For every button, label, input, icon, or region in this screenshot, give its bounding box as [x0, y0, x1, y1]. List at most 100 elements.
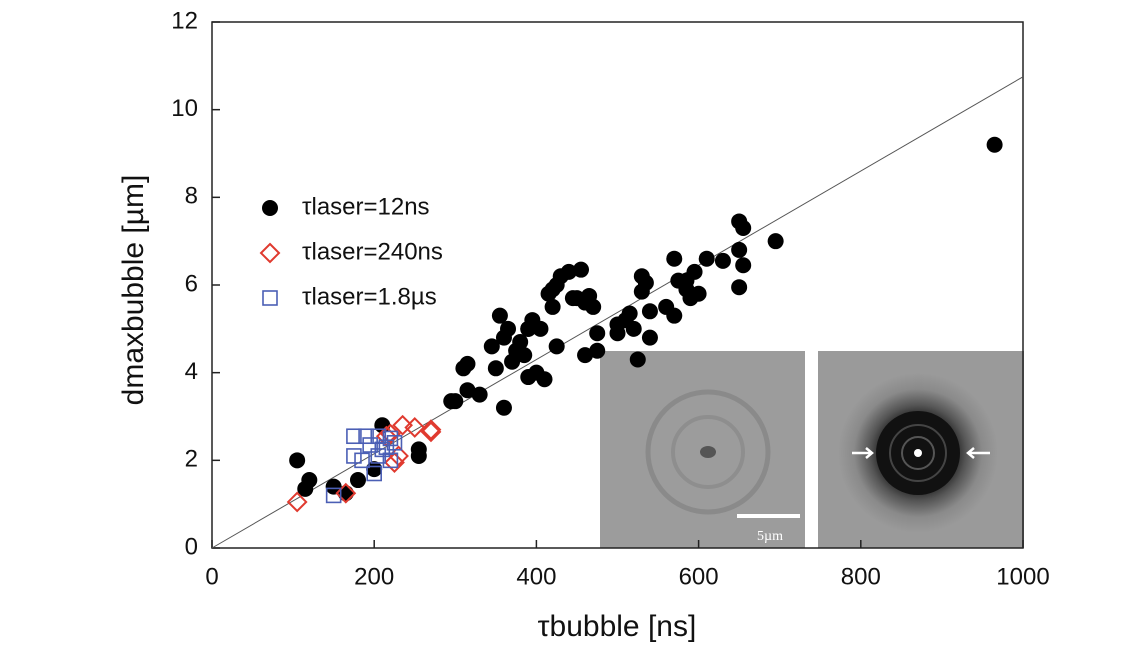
point	[560, 263, 577, 280]
x-tick-label: 0	[205, 563, 218, 590]
point	[767, 233, 784, 250]
point	[735, 257, 752, 274]
legend-label: τlaser=240ns	[302, 238, 443, 265]
point	[420, 421, 442, 443]
point	[325, 487, 342, 504]
point	[666, 250, 683, 267]
y-tick-label: 12	[171, 7, 198, 34]
point	[589, 325, 606, 342]
point	[573, 261, 590, 278]
point	[483, 338, 500, 355]
point	[362, 437, 378, 453]
point	[366, 465, 383, 482]
bubble-ring	[901, 436, 935, 470]
point	[289, 452, 306, 469]
x-tick-label: 400	[516, 563, 556, 590]
point	[544, 298, 561, 315]
point	[459, 355, 476, 372]
point	[731, 279, 748, 296]
x-tick-label: 600	[679, 563, 719, 590]
legend-marker	[259, 242, 281, 264]
point	[447, 393, 464, 410]
point	[346, 448, 362, 464]
point	[384, 452, 405, 473]
point	[370, 428, 387, 445]
point	[577, 347, 594, 364]
point	[491, 307, 508, 324]
y-tick-label: 10	[171, 95, 198, 122]
point	[678, 272, 695, 289]
point	[637, 274, 654, 291]
point	[666, 307, 683, 324]
point	[335, 482, 357, 504]
arrow	[852, 447, 874, 459]
inset-ring	[645, 389, 771, 515]
legend-marker	[262, 200, 278, 216]
x-tick-label: 200	[354, 563, 394, 590]
point	[735, 220, 752, 237]
point	[500, 320, 517, 337]
point	[404, 417, 426, 438]
fit-line	[211, 76, 1024, 549]
point	[346, 428, 362, 445]
point	[301, 472, 318, 489]
point	[577, 294, 594, 311]
point	[392, 414, 413, 436]
legend-marker	[262, 290, 278, 306]
point	[386, 434, 403, 451]
point	[621, 305, 638, 322]
point	[366, 461, 383, 478]
point	[516, 347, 533, 364]
point	[382, 430, 399, 447]
y-tick-label: 0	[185, 533, 198, 560]
point	[641, 329, 658, 346]
point	[548, 338, 565, 355]
point	[378, 439, 395, 455]
point	[325, 478, 342, 495]
point	[459, 382, 476, 399]
point	[532, 320, 549, 337]
point	[358, 428, 374, 445]
point	[520, 320, 537, 337]
point	[495, 399, 512, 416]
x-tick-label: 1000	[996, 563, 1049, 590]
point	[629, 351, 646, 368]
bubble-center	[914, 449, 922, 457]
point	[471, 386, 488, 403]
x-axis-label: τbubble [ns]	[538, 610, 697, 643]
point	[410, 441, 427, 458]
point	[641, 303, 658, 320]
point	[536, 371, 553, 388]
inset-spot	[700, 446, 716, 458]
point	[714, 252, 731, 269]
y-tick-label: 2	[185, 446, 198, 473]
y-tick-label: 6	[185, 270, 198, 297]
legend-label: τlaser=12ns	[302, 193, 430, 220]
arrow	[966, 447, 990, 459]
y-tick-label: 4	[185, 358, 198, 385]
point	[690, 285, 707, 302]
y-tick-label: 8	[185, 183, 198, 210]
bubble-ring	[889, 424, 947, 482]
point	[625, 320, 642, 337]
point	[354, 452, 370, 469]
inset-images: 5µm	[600, 351, 1024, 548]
point	[420, 419, 442, 441]
inset-ring	[671, 415, 745, 489]
point	[731, 241, 748, 258]
point	[349, 472, 366, 489]
point	[609, 316, 626, 333]
point	[698, 250, 715, 267]
point	[512, 333, 529, 350]
point	[286, 491, 308, 513]
y-axis-label: dmaxbubble [µm]	[117, 175, 150, 406]
point	[487, 360, 504, 377]
x-tick-label: 800	[841, 563, 881, 590]
point	[589, 342, 606, 359]
point	[986, 136, 1003, 153]
point	[382, 452, 399, 469]
legend-label: τlaser=1.8µs	[302, 283, 437, 310]
scale-bar-label: 5µm	[757, 529, 783, 544]
